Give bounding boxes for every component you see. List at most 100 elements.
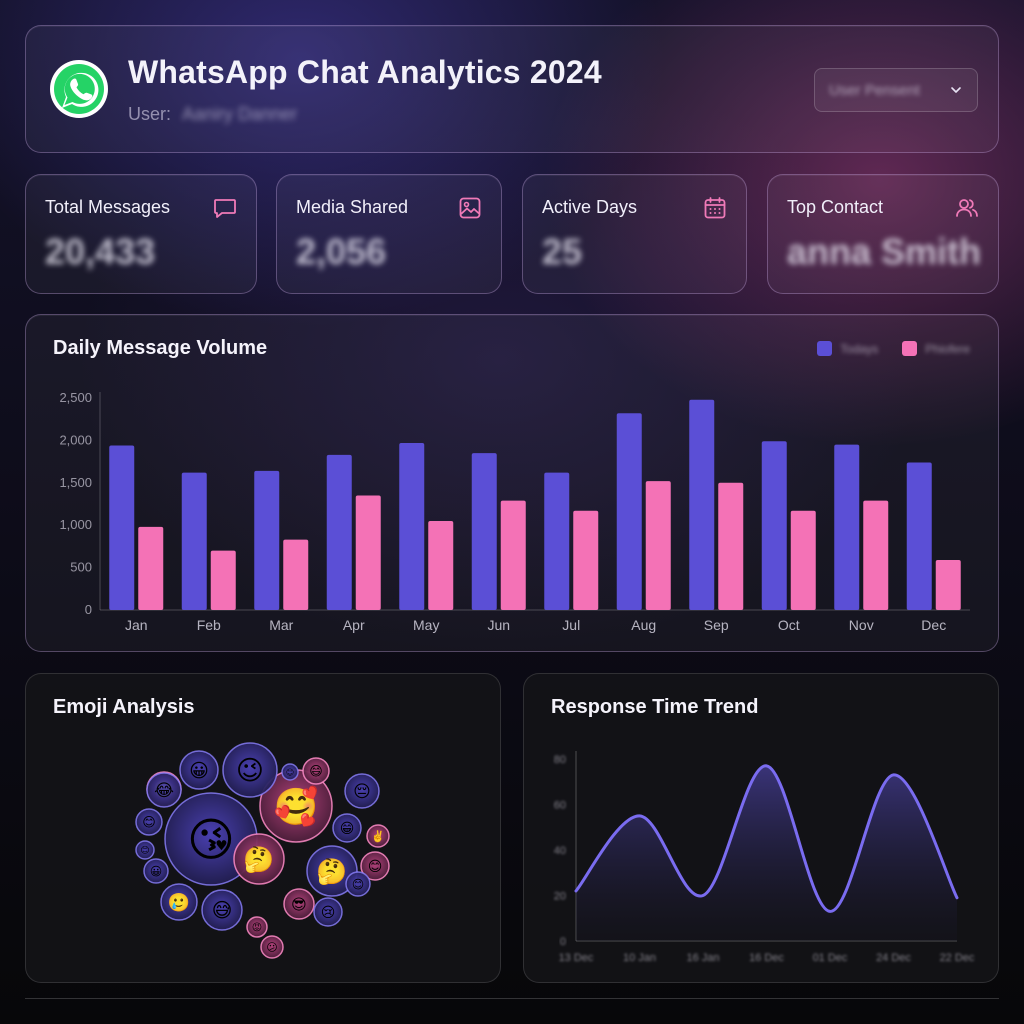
kpi-label: Media Shared — [296, 197, 409, 217]
emoji-bubble — [222, 742, 278, 798]
emoji-bubble — [366, 824, 390, 848]
x-tick-label: Apr — [343, 617, 365, 633]
bar-aug-series-1 — [616, 413, 642, 610]
bar-jun-series-1 — [471, 453, 497, 610]
kpi-value: 2,056 — [296, 231, 387, 272]
emoji-glyph: 😂 — [154, 781, 174, 800]
whatsapp-logo-icon — [50, 60, 108, 118]
bar-jul-series-2 — [573, 510, 599, 610]
emoji-bubble — [281, 763, 299, 781]
emoji-glyph: 😎 — [291, 896, 307, 913]
footer-divider — [25, 998, 999, 999]
emoji-bubble — [233, 833, 285, 885]
legend-swatch — [817, 341, 833, 356]
emoji-bubble — [135, 840, 155, 860]
response-time-chart: 80 60 40 20 0 13 Dec 10 Jan 16 Jan 16 Dec 01 Dec 2… — [554, 751, 975, 964]
emoji-bubble — [179, 750, 219, 790]
emoji-glyph: 🥲 — [168, 892, 190, 912]
y-tick-label: 40 — [554, 845, 566, 857]
emoji-glyph: 😔 — [353, 782, 371, 801]
bar-oct-series-1 — [761, 441, 787, 610]
bar-dec-series-1 — [906, 462, 932, 610]
kpi-card-media-shared: Media Shared 2,056 — [276, 174, 502, 294]
user-label: User: — [128, 104, 172, 124]
emoji-glyph: 🥰 — [274, 785, 319, 827]
emoji-bubble — [260, 935, 284, 959]
y-tick-label: 500 — [70, 560, 92, 575]
emoji-glyph: 😢 — [321, 904, 336, 920]
x-tick-label: Aug — [631, 617, 656, 633]
user-select-dropdown[interactable]: User Pensent — [814, 68, 978, 112]
emoji-glyph: 😄 — [309, 764, 323, 779]
bar-may-series-2 — [428, 520, 454, 610]
x-tick-label: 01 Dec — [813, 952, 848, 964]
kpi-card-top-contact: Top Contact anna Smith — [767, 174, 999, 294]
x-tick-label: Feb — [197, 617, 221, 633]
emoji-bubble — [201, 889, 243, 931]
emoji-glyph: 😊 — [140, 845, 149, 855]
response-time-title: Response Time Trend — [551, 696, 759, 718]
daily-volume-title: Daily Message Volume — [53, 337, 268, 359]
y-tick-label: 80 — [554, 754, 566, 766]
bar-oct-series-2 — [790, 510, 816, 610]
x-tick-label: Jun — [487, 617, 510, 633]
y-tick-label: 0 — [560, 936, 566, 948]
emoji-bubble — [302, 757, 330, 785]
header-card: WhatsApp Chat Analytics 2024 User: Aanir… — [25, 25, 999, 153]
emoji-bubble — [160, 883, 198, 921]
user-line: User: Aaniry Danner — [128, 104, 297, 125]
bar-jan-series-2 — [138, 526, 164, 610]
emoji-glyph: 🤔 — [243, 846, 274, 874]
x-tick-label: Oct — [778, 617, 800, 633]
bar-nov-series-2 — [863, 500, 889, 610]
legend-item-series-1[interactable]: Todays — [817, 341, 878, 356]
emoji-glyph: 😊 — [352, 877, 365, 891]
bar-feb-series-1 — [181, 472, 207, 610]
y-tick-label: 2,000 — [59, 432, 92, 447]
bar-jun-series-2 — [500, 500, 526, 610]
bar-mar-series-2 — [283, 539, 309, 610]
emoji-glyph: 😅 — [212, 900, 233, 922]
x-tick-label: 16 Jan — [686, 952, 719, 964]
legend-label: Phiofere — [925, 341, 970, 356]
emoji-glyph: 😊 — [286, 768, 294, 777]
daily-volume-panel: 2,500 2,000 1,500 1,000 500 0 Jan Feb Mar Apr May J… — [25, 314, 999, 652]
y-tick-label: 2,500 — [59, 390, 92, 405]
x-tick-label: Sep — [704, 617, 729, 633]
emoji-glyph: 😀 — [150, 864, 163, 878]
x-tick-label: Jan — [125, 617, 148, 633]
x-tick-label: Nov — [849, 617, 874, 633]
emoji-analysis-panel: 😘🥰😉🤔🤔🥲😅😀😂🥲😄😁😊😎😢😔😊😀✌️😊😊😡😕😊 Emoji Analysis — [25, 673, 501, 983]
chart-legend: Todays Phiofere — [817, 341, 970, 356]
image-icon — [459, 197, 481, 219]
emoji-bubble-cloud: 😘🥰😉🤔🤔🥲😅😀😂🥲😄😁😊😎😢😔😊😀✌️😊😊😡😕😊 — [135, 742, 390, 959]
bar-feb-series-2 — [210, 550, 236, 610]
y-tick-label: 60 — [554, 800, 566, 812]
emoji-glyph: 😊 — [368, 858, 383, 874]
bar-sep-series-2 — [718, 482, 744, 610]
legend-label: Todays — [840, 341, 879, 356]
bar-jan-series-1 — [109, 445, 135, 610]
y-tick-label: 1,500 — [59, 475, 92, 490]
emoji-bubble — [332, 813, 362, 843]
legend-item-series-2[interactable]: Phiofere — [902, 341, 970, 356]
emoji-glyph: ✌️ — [371, 829, 385, 843]
emoji-glyph: 😘 — [187, 814, 235, 866]
y-tick-label: 0 — [85, 602, 92, 617]
emoji-glyph: 😊 — [142, 815, 156, 830]
x-tick-label: Dec — [921, 617, 946, 633]
x-tick-label: Jul — [562, 617, 580, 633]
x-tick-label: 22 Dec — [940, 952, 975, 964]
emoji-glyph: 😕 — [266, 942, 277, 954]
x-tick-label: 10 Jan — [623, 952, 656, 964]
emoji-analysis-title: Emoji Analysis — [53, 696, 195, 718]
emoji-bubble — [283, 888, 315, 920]
bar-nov-series-1 — [834, 444, 860, 610]
kpi-value: 20,433 — [45, 231, 156, 272]
bar-may-series-1 — [399, 442, 425, 610]
emoji-bubble — [313, 897, 343, 927]
kpi-value: anna Smith — [787, 231, 982, 272]
emoji-glyph: 😡 — [252, 923, 262, 934]
y-tick-label: 20 — [554, 891, 566, 903]
bar-dec-series-2 — [935, 559, 961, 610]
